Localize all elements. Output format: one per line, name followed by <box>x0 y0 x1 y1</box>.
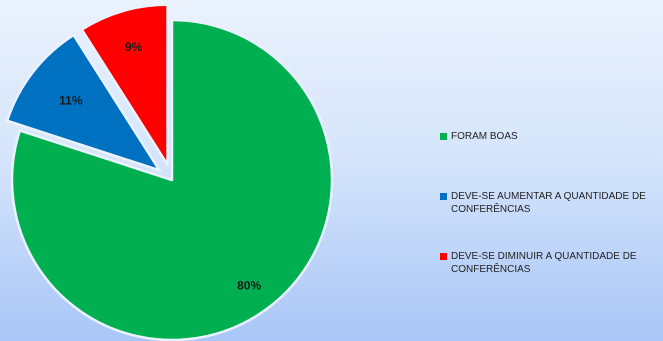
legend-item-diminuir: DEVE-SE DIMINUIR A QUANTIDADE DE CONFERÊ… <box>440 250 662 276</box>
label-aumentar: 11% <box>59 94 83 108</box>
label-foram-boas: 80% <box>237 278 261 292</box>
legend-swatch <box>440 253 447 260</box>
legend-label: FORAM BOAS <box>451 131 518 142</box>
slice-foram-boas <box>10 18 334 341</box>
legend-label: DEVE-SE AUMENTAR A QUANTIDADE DE CONFERÊ… <box>451 191 646 215</box>
label-diminuir: 9% <box>125 40 143 54</box>
legend-swatch <box>440 193 447 200</box>
slice-aumentar <box>5 33 161 172</box>
slice-diminuir <box>80 3 169 166</box>
legend-item-aumentar: DEVE-SE AUMENTAR A QUANTIDADE DE CONFERÊ… <box>440 190 662 216</box>
legend-item-foram-boas: FORAM BOAS <box>440 130 662 143</box>
legend-swatch <box>440 133 447 140</box>
data-labels: 80% 11% 9% <box>59 40 261 292</box>
legend-label: DEVE-SE DIMINUIR A QUANTIDADE DE CONFERÊ… <box>451 251 637 275</box>
pie-slices <box>5 3 334 341</box>
